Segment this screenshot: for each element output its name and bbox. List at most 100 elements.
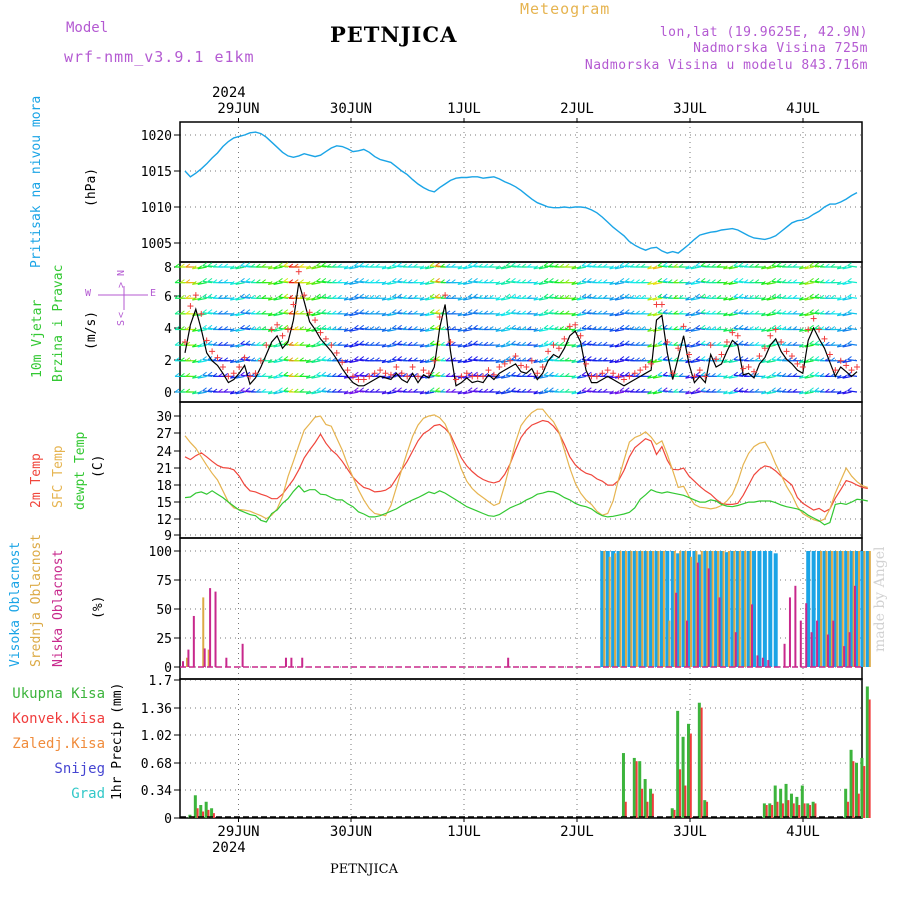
cloud-bar [838,551,843,667]
wind-arrow-head [343,390,349,395]
wind-arrow-head [728,281,734,285]
wind-arrow-head [564,294,570,299]
wind-arrow [657,265,668,268]
wind-arrow-head [635,372,640,377]
wind-arrow-head [402,341,407,346]
wind-arrow [278,280,289,284]
cloud-bar [718,597,721,667]
wind-arrow-head [619,356,625,360]
wind-arrow-head [787,326,792,330]
wind-arrow-head [559,372,565,377]
wind-arrow-head [425,296,430,301]
wind-arrow-head [381,343,387,348]
wind-arrow-head [483,388,489,393]
wind-arrow-head [457,390,463,395]
wind-arrow-head [250,357,256,362]
wind-arrow-head [397,293,402,298]
wind-arrow-head [387,359,392,363]
wind-arrow [581,343,592,346]
cloud-bar [825,551,828,667]
wind-arrow-head [288,294,294,299]
wind-arrow-head [235,359,241,363]
cloud-bar [207,649,210,667]
ytick-label: 6 [164,290,172,305]
ytick-label: 1015 [141,165,172,180]
precip-total-bar [860,757,864,818]
wind-arrow [652,282,663,286]
wind-arrow [316,327,326,331]
wind-arrow-head [500,374,506,379]
wind-arrow-head [375,310,380,315]
wind-arrow-head [207,277,213,282]
wind-arrow-head [723,374,728,379]
cloud-bar [730,551,735,667]
wind-arrow-head [657,262,663,267]
cloud-bar [843,646,846,667]
wind-arrow-head [678,310,684,315]
wind-arrow [197,375,207,379]
wind-arrow-head [581,293,587,298]
hail-label: Grad [71,786,105,802]
wind-arrow-head [749,263,754,268]
wind-arrow-head [419,390,425,395]
wind-arrow-head [364,372,369,377]
wind-arrow-head [673,294,678,299]
wind-arrow-head [293,388,299,393]
wind-arrow-head [619,293,625,298]
wind-arrow [809,358,820,362]
wind-arrow-head [381,296,387,301]
wind-arrow-head [429,309,435,314]
wind-arrow-head [425,327,430,332]
wind-arrow [392,327,402,331]
wind-arrow [695,265,706,268]
wind-arrow [771,327,782,331]
wind-arrow-head [250,294,256,299]
wind-arrow-head [223,310,229,315]
cloud-bar [646,551,649,667]
wind-arrow [614,360,625,364]
precip-total-bar [204,801,208,818]
cloud-bar [605,551,610,667]
wind-arrow-head [495,265,501,270]
precip-conv-bar [798,805,801,818]
wind-arrow-head [673,310,678,315]
cloud-bar [811,551,816,667]
cloud-bar [697,554,702,667]
wind-arrow [577,266,587,270]
wind-arrow [581,312,592,315]
wind-arrow-head [267,296,273,301]
wind-arrow-head [223,388,229,393]
wind-arrow [614,297,625,301]
wind-arrow-head [690,359,696,363]
wind-arrow [505,358,516,362]
wind-arrow [804,313,814,317]
wind-arrow-head [240,293,245,298]
wind-arrow-head [690,390,696,395]
wind-arrow-head [819,263,825,268]
wind-arrow-head [500,390,506,395]
wind-arrow-head [581,262,587,267]
wind-arrow [240,265,251,268]
panel-frame [179,401,863,539]
wind-arrow [581,280,592,284]
wind-arrow [197,391,207,395]
wind-arrow-head [564,357,570,362]
wind-arrow-head [299,341,304,346]
wind-arrow [728,313,738,317]
wind-arrow [354,374,364,377]
wind-arrow-head [647,343,652,348]
wind-arrow [539,360,549,364]
wind-arrow-head [591,294,597,299]
wind-arrow-head [549,371,554,376]
wind-arrow-head [516,357,521,362]
wind-arrow-head [500,359,506,363]
wind-arrow-head [288,372,294,377]
wind-arrow-head [483,294,489,299]
precip-total-bar [621,753,625,818]
wind-arrow [505,312,516,315]
model-label: Model [66,20,109,36]
cloud-bar [799,620,802,667]
wind-arrow [468,390,478,393]
wind-arrow-head [723,296,728,301]
wind-arrow-head [685,390,690,395]
